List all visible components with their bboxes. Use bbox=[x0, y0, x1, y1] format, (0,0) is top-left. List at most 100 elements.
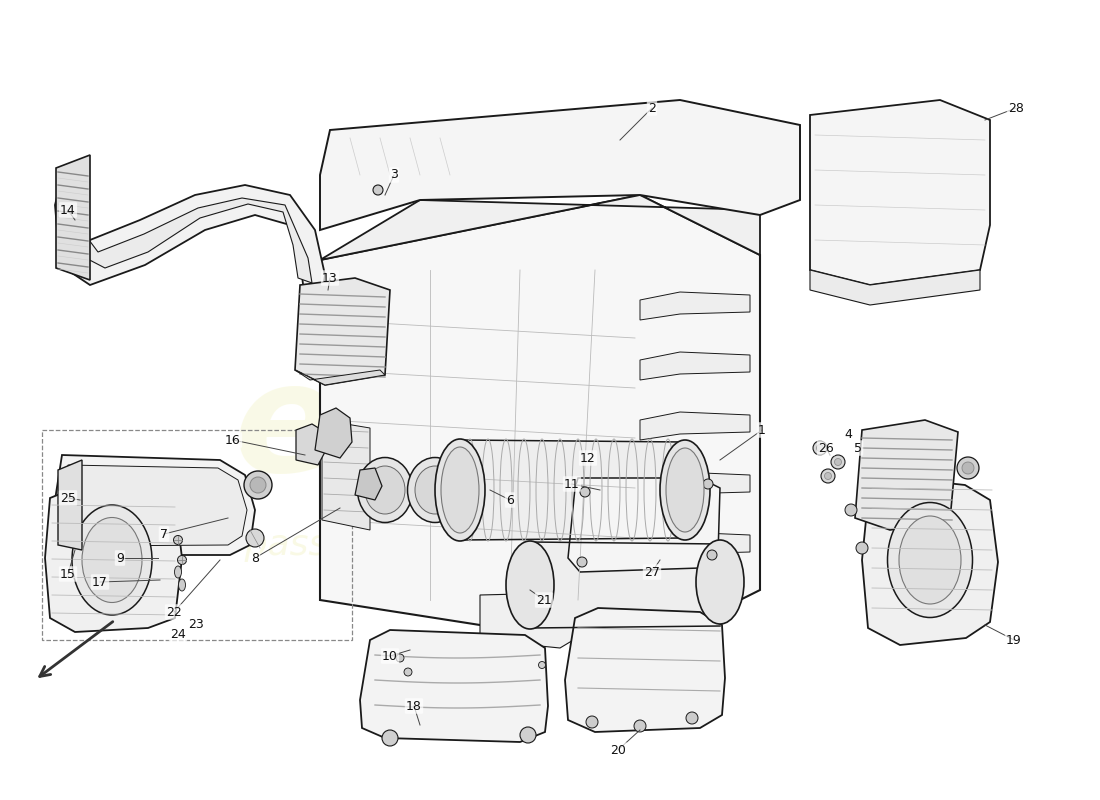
Polygon shape bbox=[295, 278, 390, 385]
Polygon shape bbox=[322, 420, 370, 530]
Ellipse shape bbox=[365, 466, 405, 514]
Text: 7: 7 bbox=[160, 527, 168, 541]
Text: 26: 26 bbox=[818, 442, 834, 454]
Polygon shape bbox=[862, 478, 998, 645]
Text: 19: 19 bbox=[1006, 634, 1022, 646]
Ellipse shape bbox=[821, 469, 835, 483]
Ellipse shape bbox=[82, 518, 142, 602]
Text: 9: 9 bbox=[117, 551, 124, 565]
Polygon shape bbox=[75, 185, 312, 283]
Polygon shape bbox=[640, 412, 750, 440]
Polygon shape bbox=[855, 420, 958, 530]
Ellipse shape bbox=[957, 457, 979, 479]
Text: 14: 14 bbox=[60, 203, 76, 217]
Polygon shape bbox=[640, 352, 750, 380]
Polygon shape bbox=[63, 465, 248, 546]
Ellipse shape bbox=[578, 557, 587, 567]
Ellipse shape bbox=[520, 727, 536, 743]
Ellipse shape bbox=[407, 458, 462, 522]
Ellipse shape bbox=[441, 447, 478, 533]
Polygon shape bbox=[480, 593, 590, 648]
Ellipse shape bbox=[586, 716, 598, 728]
Text: 18: 18 bbox=[406, 699, 422, 713]
Text: 15: 15 bbox=[60, 567, 76, 581]
Text: 10: 10 bbox=[382, 650, 398, 662]
Ellipse shape bbox=[888, 502, 972, 618]
Bar bbox=[42, 430, 352, 640]
Ellipse shape bbox=[72, 505, 152, 615]
Polygon shape bbox=[640, 292, 750, 320]
Ellipse shape bbox=[825, 473, 832, 479]
Polygon shape bbox=[320, 100, 800, 230]
Ellipse shape bbox=[539, 662, 546, 669]
Ellipse shape bbox=[174, 535, 183, 545]
Text: 13: 13 bbox=[322, 271, 338, 285]
Polygon shape bbox=[320, 195, 760, 260]
Polygon shape bbox=[295, 370, 385, 385]
Text: 8: 8 bbox=[251, 551, 258, 565]
Ellipse shape bbox=[396, 654, 404, 662]
Ellipse shape bbox=[396, 654, 404, 662]
Ellipse shape bbox=[962, 462, 974, 474]
Ellipse shape bbox=[696, 540, 744, 624]
Polygon shape bbox=[810, 100, 990, 285]
Ellipse shape bbox=[816, 445, 824, 451]
Ellipse shape bbox=[175, 566, 182, 578]
Ellipse shape bbox=[686, 712, 698, 724]
Polygon shape bbox=[355, 468, 382, 500]
Text: 2: 2 bbox=[648, 102, 656, 114]
Ellipse shape bbox=[634, 720, 646, 732]
Polygon shape bbox=[296, 424, 324, 465]
Text: 11: 11 bbox=[564, 478, 580, 490]
Ellipse shape bbox=[899, 516, 961, 604]
Ellipse shape bbox=[580, 487, 590, 497]
Ellipse shape bbox=[246, 529, 264, 547]
Text: 27: 27 bbox=[645, 566, 660, 578]
Polygon shape bbox=[320, 195, 760, 650]
Polygon shape bbox=[360, 630, 548, 742]
Polygon shape bbox=[640, 532, 750, 560]
Text: 6: 6 bbox=[506, 494, 514, 506]
Ellipse shape bbox=[404, 668, 412, 676]
Ellipse shape bbox=[250, 477, 266, 493]
Text: 25: 25 bbox=[60, 491, 76, 505]
Text: a passion for excellence: a passion for excellence bbox=[211, 528, 649, 562]
Text: 17: 17 bbox=[92, 575, 108, 589]
Ellipse shape bbox=[666, 448, 704, 532]
Ellipse shape bbox=[382, 730, 398, 746]
Text: 20: 20 bbox=[610, 743, 626, 757]
Ellipse shape bbox=[244, 471, 272, 499]
Polygon shape bbox=[810, 270, 980, 305]
Polygon shape bbox=[565, 608, 725, 732]
Ellipse shape bbox=[358, 458, 412, 522]
Ellipse shape bbox=[434, 439, 485, 541]
Ellipse shape bbox=[813, 441, 827, 455]
Polygon shape bbox=[58, 460, 82, 550]
Ellipse shape bbox=[830, 455, 845, 469]
Polygon shape bbox=[640, 472, 750, 500]
Polygon shape bbox=[568, 478, 720, 572]
Polygon shape bbox=[55, 455, 255, 555]
Ellipse shape bbox=[177, 555, 187, 565]
Ellipse shape bbox=[707, 550, 717, 560]
Ellipse shape bbox=[415, 466, 455, 514]
Ellipse shape bbox=[845, 504, 857, 516]
Polygon shape bbox=[56, 155, 90, 280]
Text: 24: 24 bbox=[170, 627, 186, 641]
Ellipse shape bbox=[373, 185, 383, 195]
Text: 23: 23 bbox=[188, 618, 204, 630]
Text: euro: euro bbox=[233, 355, 626, 505]
Polygon shape bbox=[45, 488, 182, 632]
Polygon shape bbox=[55, 165, 324, 310]
Text: 12: 12 bbox=[580, 451, 596, 465]
Text: 1: 1 bbox=[758, 423, 766, 437]
Ellipse shape bbox=[660, 440, 710, 540]
Ellipse shape bbox=[856, 542, 868, 554]
Text: 16: 16 bbox=[226, 434, 241, 446]
Text: 3: 3 bbox=[390, 169, 398, 182]
Ellipse shape bbox=[405, 669, 411, 675]
Text: 28: 28 bbox=[1008, 102, 1024, 114]
Ellipse shape bbox=[506, 541, 554, 629]
Text: 4: 4 bbox=[844, 427, 851, 441]
Text: 21: 21 bbox=[536, 594, 552, 606]
